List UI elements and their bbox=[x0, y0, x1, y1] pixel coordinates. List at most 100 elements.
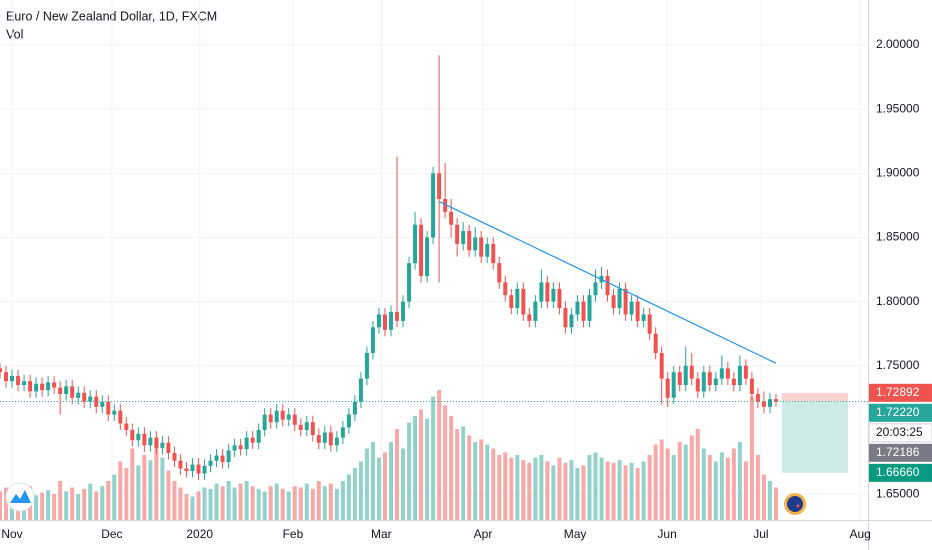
volume-bar bbox=[467, 435, 472, 520]
candle-body bbox=[743, 365, 748, 379]
volume-bar bbox=[310, 488, 315, 520]
volume-bar bbox=[40, 492, 45, 520]
candle-body bbox=[557, 288, 562, 309]
candle-body bbox=[136, 433, 141, 441]
volume-bar bbox=[539, 455, 544, 520]
volume-bar bbox=[713, 461, 718, 520]
candle-body bbox=[773, 399, 778, 402]
volume-bar bbox=[407, 422, 412, 520]
candle-body bbox=[298, 424, 303, 430]
volume-bar bbox=[563, 462, 568, 520]
volume-bar bbox=[238, 483, 243, 520]
candle-body bbox=[70, 386, 75, 398]
candle-body bbox=[641, 314, 646, 321]
volume-bar bbox=[166, 470, 171, 520]
candle-body bbox=[112, 410, 117, 415]
candle-body bbox=[455, 224, 460, 244]
candle-body bbox=[76, 392, 81, 398]
volume-bar bbox=[220, 486, 225, 520]
candle-body bbox=[154, 437, 159, 448]
candle-body bbox=[268, 414, 273, 423]
volume-bar bbox=[491, 448, 496, 520]
volume-bar bbox=[196, 491, 201, 520]
y-tick-label: 1.75000 bbox=[876, 358, 920, 372]
volume-bar bbox=[112, 474, 117, 520]
volume-bar bbox=[641, 461, 646, 520]
volume-bar bbox=[533, 457, 538, 520]
candle-body bbox=[130, 429, 135, 441]
candle-body bbox=[334, 437, 339, 446]
candle-body bbox=[689, 365, 694, 379]
candle-body bbox=[4, 372, 9, 382]
x-tick-label: Mar bbox=[371, 527, 392, 541]
candle-body bbox=[497, 263, 502, 283]
volume-bar bbox=[232, 487, 237, 520]
candle-body bbox=[376, 314, 381, 328]
volume-bar bbox=[695, 429, 700, 520]
candle-body bbox=[467, 231, 472, 251]
volume-bar bbox=[160, 457, 165, 520]
volume-bar bbox=[635, 468, 640, 520]
candle-body bbox=[58, 387, 63, 395]
volume-bar bbox=[64, 491, 69, 520]
candle-body bbox=[262, 414, 267, 430]
volume-bar bbox=[346, 474, 351, 520]
volume-bar bbox=[671, 455, 676, 520]
volume-bar bbox=[280, 488, 285, 520]
volume-bar bbox=[461, 426, 466, 520]
candle-body bbox=[491, 243, 496, 264]
volume-bar bbox=[328, 483, 333, 520]
y-tick-label: 1.90000 bbox=[876, 166, 920, 180]
candle-body bbox=[623, 288, 628, 315]
candle-body bbox=[310, 422, 315, 436]
candle-body bbox=[713, 378, 718, 386]
candle-body bbox=[551, 288, 556, 302]
candle-body bbox=[767, 399, 772, 407]
volume-bar bbox=[268, 486, 273, 520]
candle-body bbox=[286, 414, 291, 420]
candle-body bbox=[16, 376, 21, 386]
candle-body bbox=[653, 333, 658, 353]
volume-bar bbox=[190, 496, 195, 520]
candle-body bbox=[166, 442, 171, 454]
volume-bar bbox=[701, 448, 706, 520]
volume-bar bbox=[292, 486, 297, 520]
volume-bar bbox=[749, 396, 754, 520]
y-tick-label: 1.65000 bbox=[876, 486, 920, 500]
candle-body bbox=[214, 455, 219, 461]
price-marker bbox=[869, 383, 932, 402]
volume-bar bbox=[629, 462, 634, 520]
y-tick-label: 1.85000 bbox=[876, 230, 920, 244]
candle-body bbox=[238, 445, 243, 450]
candle-body bbox=[208, 460, 213, 466]
candle-body bbox=[563, 308, 568, 328]
candle-body bbox=[244, 437, 249, 450]
candle-body bbox=[322, 432, 327, 443]
volume-bar bbox=[653, 444, 658, 520]
price-marker-label: 1.72892 bbox=[876, 385, 920, 399]
position-reward bbox=[781, 401, 848, 473]
volume-bar bbox=[118, 461, 123, 520]
candle-body bbox=[443, 198, 448, 212]
x-tick-label: Nov bbox=[1, 527, 22, 541]
volume-bar bbox=[413, 416, 418, 520]
volume-bar bbox=[689, 435, 694, 520]
y-tick-label: 2.00000 bbox=[876, 37, 920, 51]
volume-bar bbox=[773, 487, 778, 520]
candle-body bbox=[461, 231, 466, 244]
x-tick-label: Dec bbox=[101, 527, 122, 541]
logo[interactable] bbox=[5, 482, 35, 512]
candle-body bbox=[545, 282, 550, 302]
candle-body bbox=[250, 437, 255, 443]
candle-body bbox=[431, 173, 436, 238]
volume-bar bbox=[286, 491, 291, 520]
volume-bar bbox=[178, 487, 183, 520]
candle-body bbox=[503, 282, 508, 296]
trendline bbox=[438, 201, 777, 364]
price-marker-label: 1.72220 bbox=[876, 405, 920, 419]
candle-body bbox=[755, 394, 760, 402]
volume-bar bbox=[4, 487, 9, 520]
candle-body bbox=[479, 237, 484, 257]
volume-bar bbox=[76, 494, 81, 520]
